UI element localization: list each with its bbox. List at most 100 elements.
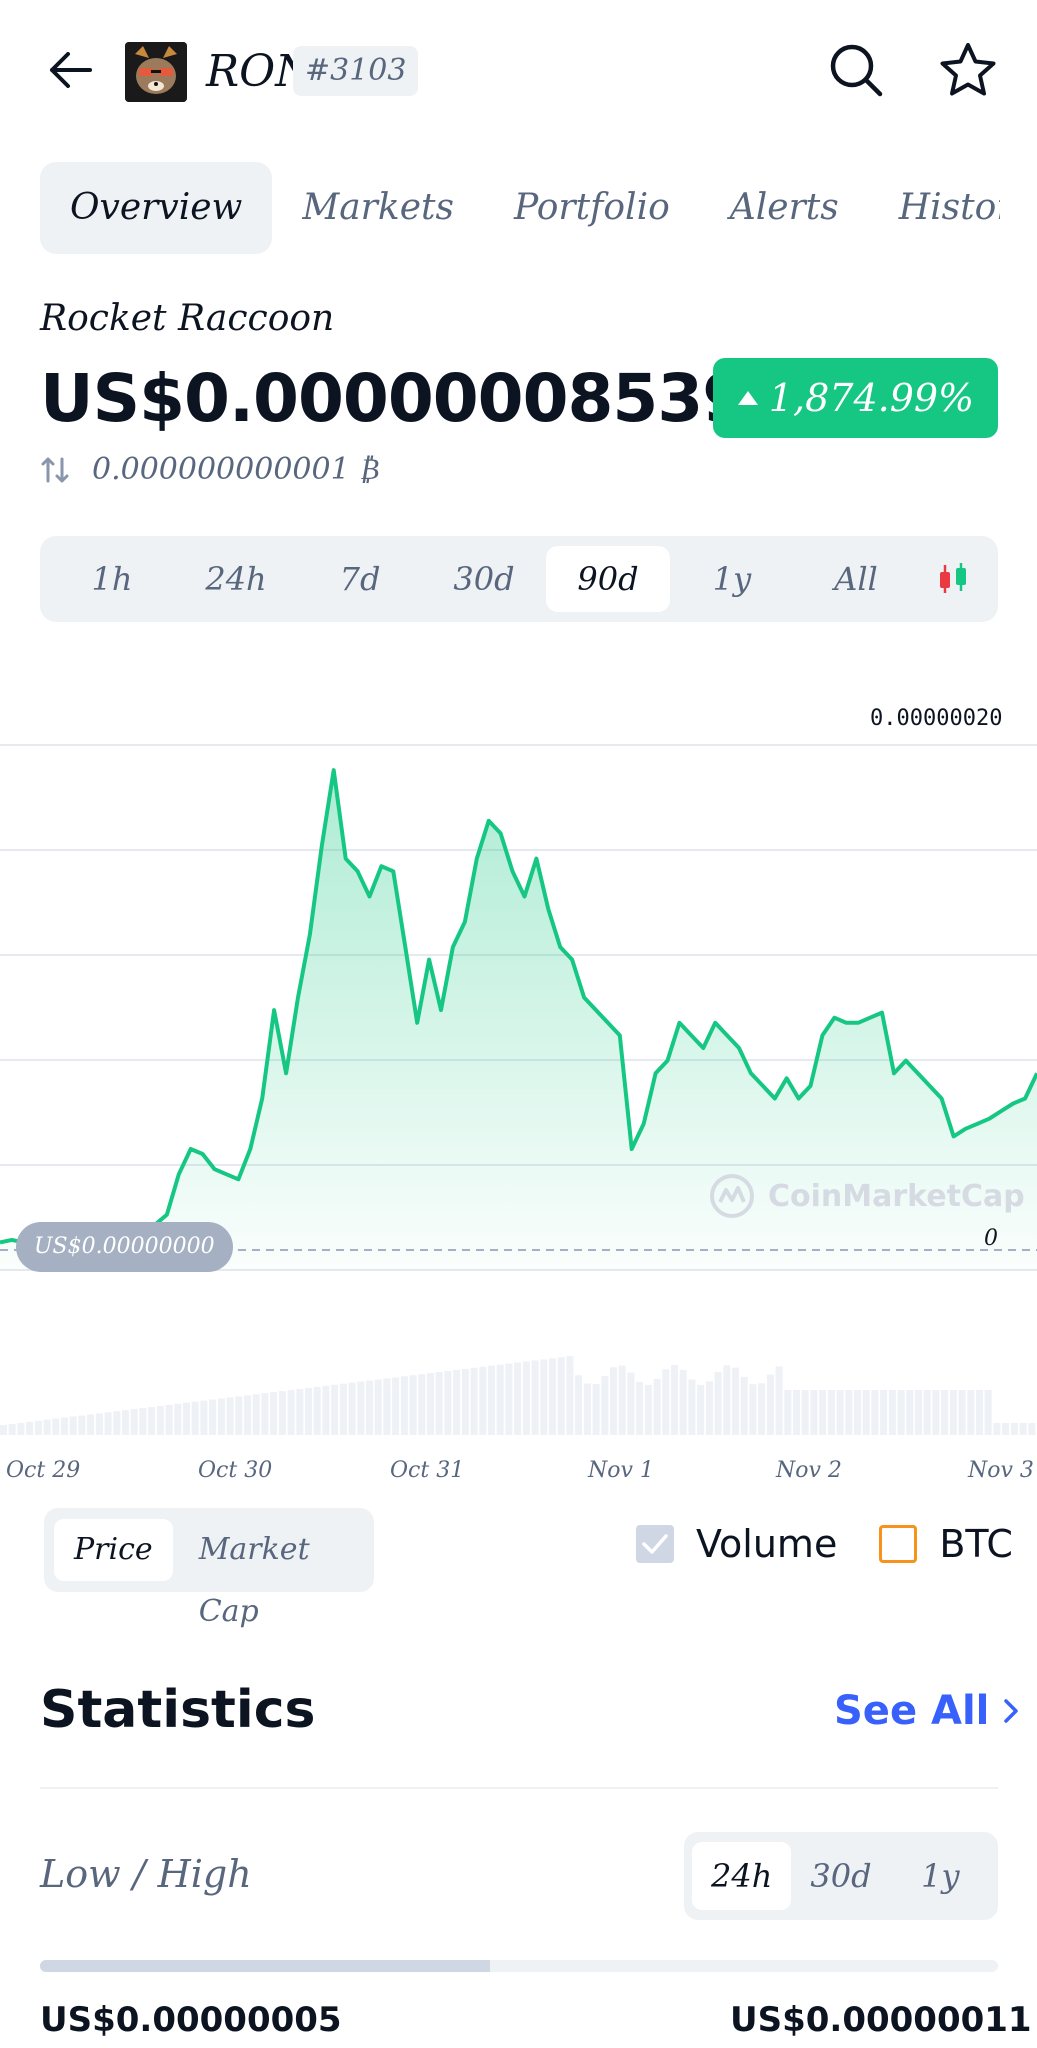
btc-price-row[interactable]: 0.000000000001 ₿ [40, 452, 379, 487]
volume-bar [723, 1365, 731, 1435]
range-7d[interactable]: 7d [339, 560, 381, 598]
volume-bar [322, 1385, 330, 1435]
volume-bar [461, 1368, 469, 1435]
volume-label: Volume [696, 1522, 838, 1566]
price-chart[interactable] [0, 690, 1037, 1490]
volume-bar [958, 1390, 966, 1435]
range-1y[interactable]: 1y [712, 560, 752, 598]
volume-bar [95, 1413, 103, 1435]
volume-bar [287, 1390, 295, 1435]
low-high-period-selector: 24h 30d 1y [684, 1832, 998, 1920]
price-line [0, 768, 1037, 1245]
volume-bar [967, 1390, 975, 1435]
toggle-price[interactable]: Price [54, 1519, 173, 1581]
btc-price-value: 0.000000000001 [92, 452, 350, 487]
volume-bar [775, 1366, 783, 1435]
toggle-market-cap[interactable]: Market Cap [198, 1532, 310, 1629]
watchlist-star-button[interactable] [932, 34, 1004, 106]
volume-bar [540, 1359, 548, 1435]
volume-bar [43, 1419, 51, 1435]
volume-bar [165, 1404, 173, 1435]
tab-overview[interactable]: Overview [40, 162, 273, 254]
volume-bar [671, 1365, 678, 1435]
volume-bar [592, 1383, 600, 1435]
volume-bar [688, 1379, 696, 1435]
btc-checkbox[interactable] [879, 1525, 918, 1563]
tab-historical[interactable]: Historic [898, 187, 1000, 228]
statistics-title: Statistics [40, 1680, 316, 1740]
volume-bar [104, 1412, 112, 1435]
checkmark-icon [642, 1534, 668, 1554]
x-tick: Oct 30 [198, 1458, 273, 1483]
back-button[interactable] [40, 40, 100, 100]
volume-bar [392, 1377, 400, 1435]
volume-bar [819, 1390, 827, 1435]
range-1h[interactable]: 1h [91, 560, 133, 598]
see-all-label: See All [834, 1688, 990, 1734]
volume-bar [339, 1383, 347, 1435]
current-price-pill: US$0.00000000 [16, 1222, 233, 1272]
volume-bar [845, 1390, 853, 1435]
volume-bar [435, 1372, 443, 1435]
volume-bar [252, 1394, 260, 1435]
volume-checkbox[interactable] [636, 1525, 674, 1563]
volume-bar [278, 1391, 286, 1435]
volume-bar [923, 1390, 931, 1435]
volume-bar [793, 1390, 800, 1435]
volume-bar [226, 1397, 234, 1435]
tab-markets[interactable]: Markets [302, 187, 454, 228]
volume-bar [69, 1416, 77, 1435]
volume-bar [78, 1415, 86, 1435]
volume-bar [732, 1367, 739, 1435]
volume-bar [836, 1390, 844, 1435]
low-high-label: Low / High [40, 1852, 252, 1896]
search-icon [830, 44, 883, 97]
volume-bar [662, 1369, 670, 1435]
candlestick-toggle[interactable] [918, 561, 988, 597]
volume-bar [871, 1390, 879, 1435]
volume-bar [87, 1414, 95, 1435]
volume-bar [557, 1357, 565, 1435]
period-1y[interactable]: 1y [921, 1857, 960, 1895]
range-24h[interactable]: 24h [205, 560, 267, 598]
period-30d[interactable]: 30d [810, 1857, 872, 1895]
search-button[interactable] [820, 34, 892, 106]
range-30d[interactable]: 30d [453, 560, 515, 598]
btc-label: BTC [939, 1522, 1013, 1566]
volume-bar [52, 1418, 60, 1435]
tab-alerts[interactable]: Alerts [729, 187, 839, 228]
volume-bar [418, 1374, 426, 1435]
volume-bar [679, 1369, 687, 1435]
tab-portfolio[interactable]: Portfolio [513, 187, 670, 228]
x-tick: Nov 2 [776, 1458, 842, 1483]
volume-bar [183, 1402, 190, 1435]
volume-bar [618, 1365, 626, 1435]
volume-bar [470, 1367, 478, 1435]
low-value: US$0.00000005 [40, 2000, 342, 2040]
volume-bar [244, 1395, 251, 1435]
volume-bar [601, 1376, 609, 1435]
volume-bar [8, 1423, 16, 1435]
range-90d[interactable]: 90d [546, 546, 670, 612]
volume-bar [374, 1379, 382, 1435]
volume-bar [854, 1390, 861, 1435]
volume-bar [906, 1390, 914, 1435]
volume-bar [549, 1358, 556, 1435]
coin-name: Rocket Raccoon [40, 298, 335, 339]
see-all-link[interactable]: See All [834, 1688, 1019, 1734]
y-axis-max-label: 0.00000020 [870, 706, 1003, 731]
volume-bar [705, 1381, 713, 1435]
arrow-left-icon [50, 52, 92, 88]
volume-bar [644, 1384, 652, 1435]
volume-bar [496, 1364, 504, 1435]
volume-bar [915, 1390, 922, 1435]
current-price: US$0.000000085398 [40, 360, 793, 437]
volume-bar [331, 1384, 339, 1435]
volume-bar [488, 1365, 495, 1435]
range-all[interactable]: All [834, 560, 878, 598]
volume-bar [1028, 1423, 1036, 1435]
volume-bar [941, 1390, 949, 1435]
period-24h[interactable]: 24h [692, 1842, 792, 1910]
x-tick: Nov 3 [968, 1458, 1034, 1483]
volume-bar [993, 1423, 1001, 1435]
